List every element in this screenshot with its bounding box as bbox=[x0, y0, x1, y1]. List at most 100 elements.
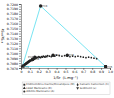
point bbox=[93, 57, 95, 59]
tick-mark bbox=[19, 34, 21, 35]
point bbox=[45, 55, 47, 57]
point-label: Pn4 bbox=[55, 53, 60, 57]
tick-mark bbox=[19, 66, 21, 67]
tick: 0.7140 bbox=[7, 32, 21, 36]
tick-label: 0.7160 bbox=[7, 22, 18, 26]
tick: 0.6 bbox=[72, 68, 77, 74]
tick-mark bbox=[19, 58, 21, 59]
tick-label: 0.5 bbox=[63, 70, 68, 74]
point bbox=[43, 56, 45, 58]
tick-label: 0.8 bbox=[90, 70, 95, 74]
tick-label: 0.9 bbox=[99, 70, 104, 74]
tick: 0.7 bbox=[81, 68, 86, 74]
point bbox=[61, 55, 63, 57]
tick-label: 0.1 bbox=[28, 70, 33, 74]
tick bbox=[19, 16, 21, 17]
tick-label: 0.7200 bbox=[7, 3, 18, 7]
chart: 00.10.20.30.40.50.60.70.80.91.00.70700.7… bbox=[0, 0, 114, 98]
legend-marker bbox=[23, 90, 25, 92]
tick-mark bbox=[19, 31, 21, 32]
tick: 0.8 bbox=[90, 68, 95, 74]
x-axis: 00.10.20.30.40.50.60.70.80.91.0 bbox=[20, 68, 113, 74]
tick-mark bbox=[19, 38, 21, 39]
point-label: Pn2 bbox=[34, 57, 39, 61]
tick: 0.7110 bbox=[7, 47, 21, 51]
point bbox=[82, 56, 84, 58]
point bbox=[42, 55, 44, 57]
tick: 0.9 bbox=[99, 68, 104, 74]
tick: 0.7080 bbox=[7, 62, 21, 66]
tick-label: 1.0 bbox=[108, 70, 113, 74]
axis-line bbox=[19, 5, 22, 69]
tick-mark bbox=[19, 36, 21, 37]
tick: 0.7100 bbox=[7, 52, 21, 56]
tick: 0.7070 bbox=[7, 67, 21, 71]
tick-label: 0.7170 bbox=[7, 17, 18, 21]
point bbox=[27, 61, 29, 63]
point bbox=[77, 55, 79, 57]
tick-mark bbox=[19, 53, 21, 54]
tick: 0.7160 bbox=[7, 22, 21, 26]
chart-container: 00.10.20.30.40.50.60.70.80.91.00.70700.7… bbox=[0, 0, 114, 98]
point bbox=[40, 57, 42, 59]
tick-label: 0.7190 bbox=[7, 7, 18, 11]
tick-label: 0.7130 bbox=[7, 37, 18, 41]
tick-label: 0.4 bbox=[55, 70, 60, 74]
tick-label: 0.7080 bbox=[7, 62, 18, 66]
tick-mark bbox=[19, 29, 21, 30]
point bbox=[27, 62, 29, 64]
tick-mark bbox=[19, 11, 21, 12]
legend-label: Albitite Marocaine (A) bbox=[26, 90, 54, 93]
point bbox=[28, 61, 30, 63]
tick-mark bbox=[19, 56, 21, 57]
point bbox=[96, 58, 98, 60]
tick-label: 0.6 bbox=[72, 70, 77, 74]
plot-area bbox=[21, 4, 107, 68]
tick-mark bbox=[19, 68, 21, 69]
tick: 0.1 bbox=[28, 68, 33, 74]
point bbox=[28, 61, 30, 63]
legend-marker bbox=[76, 87, 79, 89]
line bbox=[22, 6, 105, 67]
tick-label: 0.7070 bbox=[7, 67, 18, 71]
point-label: Pn5 bbox=[107, 65, 112, 69]
tick-mark bbox=[19, 46, 21, 47]
point bbox=[27, 62, 29, 64]
point bbox=[80, 56, 82, 58]
point bbox=[64, 55, 66, 57]
tick: 0.7180 bbox=[7, 12, 21, 16]
tick-mark bbox=[19, 63, 21, 64]
tick bbox=[19, 11, 21, 12]
tick bbox=[19, 31, 21, 32]
tick bbox=[19, 51, 21, 52]
tick bbox=[19, 61, 21, 62]
point bbox=[41, 56, 43, 58]
tick bbox=[19, 21, 21, 22]
tick bbox=[19, 6, 21, 7]
point bbox=[47, 55, 49, 57]
point bbox=[42, 56, 44, 58]
legend-marker bbox=[23, 86, 26, 88]
point bbox=[44, 56, 46, 58]
tick-mark bbox=[19, 4, 21, 5]
tick bbox=[19, 56, 21, 57]
y-axis: 0.70700.70800.70900.71000.71100.71200.71… bbox=[7, 3, 22, 71]
y-axis-title: ⁸⁷Sr/⁸⁶Sr bbox=[1, 28, 5, 43]
tick-mark bbox=[19, 61, 21, 62]
tick: 0.7150 bbox=[7, 27, 21, 31]
legend-frame bbox=[22, 82, 110, 94]
tick-label: 0.2 bbox=[37, 70, 42, 74]
tick: 0.7170 bbox=[7, 17, 21, 21]
tick-mark bbox=[19, 51, 21, 52]
point-label: Pn5 bbox=[69, 53, 74, 57]
legend-marker bbox=[77, 83, 79, 86]
tick: 0.7130 bbox=[7, 37, 21, 41]
legend-label: Sediment (s) bbox=[80, 87, 97, 90]
tick-label: 0 bbox=[20, 70, 22, 74]
tick-mark bbox=[19, 9, 21, 10]
tick: 1.0 bbox=[108, 68, 113, 74]
tick-label: 0.7110 bbox=[7, 47, 18, 51]
tick-mark bbox=[19, 16, 21, 17]
point bbox=[88, 56, 90, 58]
point-label: Pn3 bbox=[42, 4, 47, 8]
